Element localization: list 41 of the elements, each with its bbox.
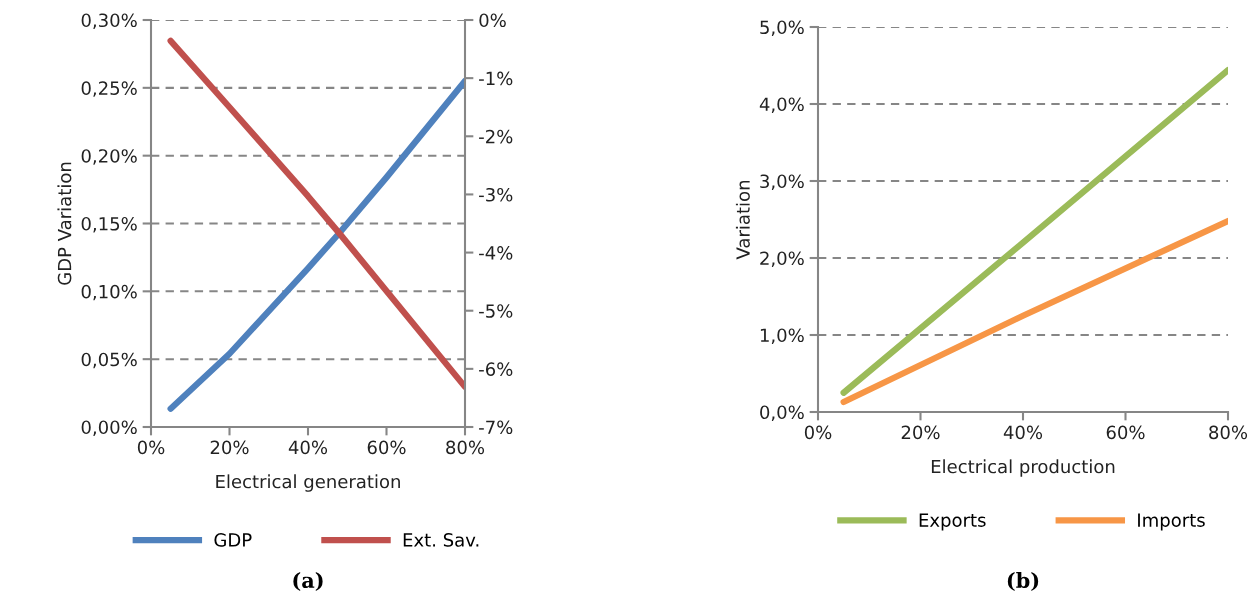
y2-tick-label: -4% [479,246,513,260]
y-tick-label: 0,15% [81,216,137,233]
y2-tick-label: 0% [479,13,506,28]
y-tick-label: 0,20% [81,149,137,165]
x-tick-label: 20% [210,440,249,455]
y-tick-label: 0,10% [81,284,137,301]
y2-tick-label: -2% [479,129,513,144]
legend-label: Imports [1138,513,1205,531]
y-axis-title: GDP Variation [57,162,72,285]
x-tick-label: 40% [288,440,328,455]
y-tick-label: 3,0% [760,174,804,190]
y-tick-label: 4,0% [759,97,804,113]
y-axis-title: Variation [735,180,750,260]
y-tick-label: 0,05% [81,352,137,369]
legend-label: Ext. Sav. [403,533,479,547]
x-tick-label: 0% [804,425,832,440]
x-tick-label: 40% [1003,425,1043,440]
y2-tick-label: -5% [479,304,513,318]
text: (b) [1007,571,1039,591]
y-tick-label: 0,25% [81,81,137,97]
x-tick-label: 0% [137,440,165,455]
x-axis-title: Electrical generation [216,474,400,492]
y-tick-label: 5,0% [760,20,804,36]
y-tick-label: 0,0% [760,405,804,421]
y2-tick-label: -6% [479,362,513,376]
y2-tick-label: -3% [479,187,513,202]
y-tick-label: 0,30% [81,13,137,29]
y-tick-label: 2,0% [760,251,804,267]
text: (a) [293,571,323,591]
y2-tick-label: -7% [479,420,513,435]
x-tick-label: 80% [446,440,485,455]
x-tick-label: 60% [1106,425,1145,440]
y2-tick-label: -1% [479,71,513,86]
x-tick-label: 20% [901,425,940,440]
y-tick-label: 1,0% [760,328,804,344]
x-axis-title: Electrical production [931,459,1115,477]
x-tick-label: 60% [367,440,406,455]
y-tick-label: 0,00% [81,420,137,436]
x-tick-label: 80% [1209,425,1248,440]
legend-label: Exports [919,513,986,531]
legend-label: GDP [214,533,252,547]
